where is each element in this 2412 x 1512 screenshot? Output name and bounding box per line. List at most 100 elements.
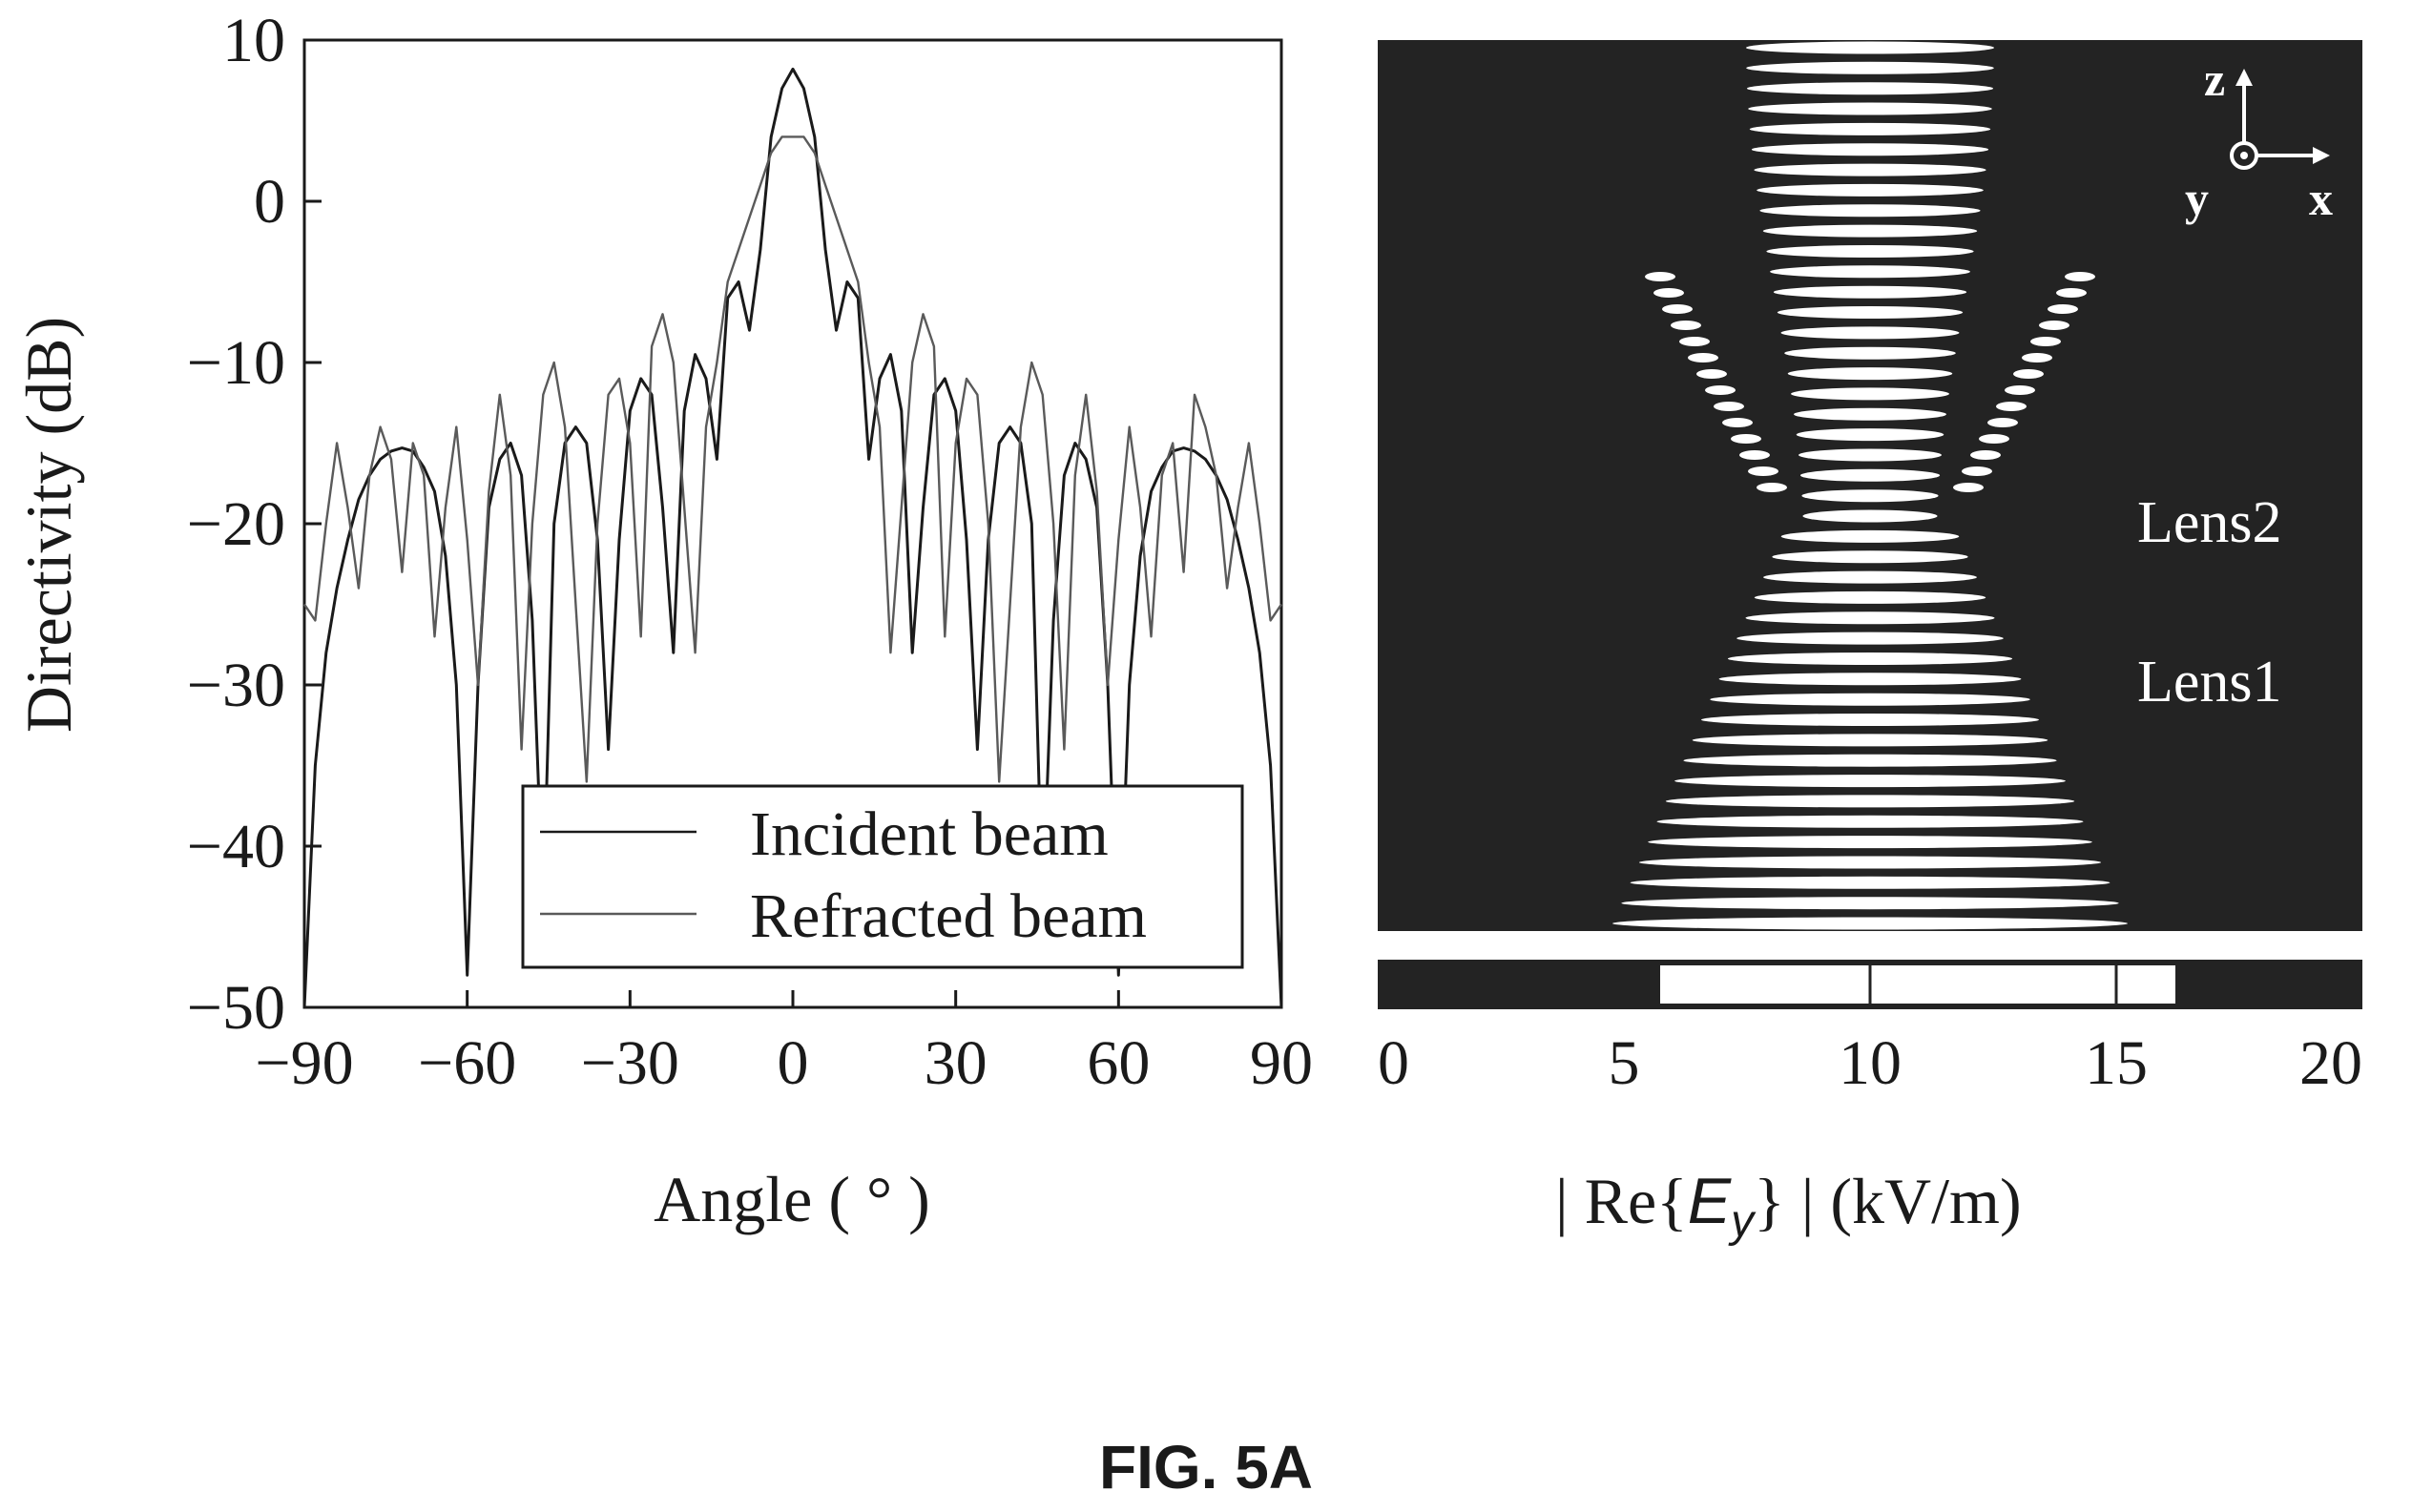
field-fringe [1794,407,1946,421]
side-lobe [1705,385,1736,395]
axis-x-label: x [2309,172,2333,225]
field-fringe [1701,714,2039,726]
field-fringe [1780,529,1960,543]
y-tick-label: −10 [187,328,285,398]
field-fringe [1759,204,1981,217]
side-lobe [2013,369,2044,379]
field-fringe [1621,897,2119,910]
colorbar-tick-label: 5 [1609,1028,1640,1098]
legend-label-refracted: Refracted beam [750,881,1147,951]
side-lobe [2022,353,2052,362]
side-lobe [1645,272,1675,281]
field-fringe [1773,285,1967,299]
field-fringes [1612,41,2128,930]
field-fringe [1710,693,2030,706]
side-lobe [1662,304,1693,314]
field-fringe [1612,917,2128,930]
field-fringe [1683,754,2057,767]
side-lobe [1953,483,1984,492]
field-fringe [1638,856,2102,869]
field-fringe [1747,82,1993,95]
side-lobe [1714,402,1744,411]
field-fringe [1718,673,2022,686]
y-tick-label: −50 [187,973,285,1043]
x-tick-labels: −90 −60 −30 0 30 60 90 [255,1028,1313,1098]
side-lobe [2048,304,2078,314]
coordinate-axes-icon: z y x [2185,52,2333,225]
legend-box [521,784,1244,969]
field-fringe [1751,143,1989,156]
x-tick-label: −30 [581,1028,679,1098]
side-lobe [1696,369,1727,379]
colorbar-tick-label: 20 [2299,1028,2362,1098]
y-tick-label: 10 [222,6,285,75]
x-axis-label: Angle ( ° ) [654,1163,930,1235]
directivity-chart: 10 0 −10 −20 −30 −40 −50 −90 −60 −30 0 30 60 90 Dire… [12,6,1313,1235]
field-fringe [1674,775,2066,788]
field-fringe [1648,836,2092,849]
legend: Incident beam Refracted beam [521,784,1244,969]
colorbar [1378,960,2362,1009]
y-tick-label: −30 [187,651,285,720]
side-lobe [1671,321,1701,330]
field-map: z y x Lens2 Lens1 0 5 10 15 20 | Re{Ey} | (k… [1378,40,2362,1247]
side-lobe [1722,418,1753,427]
field-fringe [1665,795,2075,808]
side-lobe [2030,337,2061,346]
field-fringe [1787,367,1953,381]
side-lobe [1731,434,1761,444]
side-lobe [1996,402,2027,411]
figure-label: FIG. 5A [1099,1433,1313,1502]
y-tick-labels: 10 0 −10 −20 −30 −40 −50 [187,6,285,1043]
colorbar-bright [1660,965,2175,1004]
field-fringe [1780,326,1960,340]
field-fringe [1762,224,1978,238]
side-lobe [2005,385,2035,395]
annotation-lens1: Lens1 [2137,650,2282,715]
colorbar-tick-label: 0 [1378,1028,1409,1098]
x-tick-label: −90 [255,1028,353,1098]
legend-label-incident: Incident beam [750,799,1109,869]
field-fringe [1777,306,1964,319]
field-fringe [1745,611,1995,625]
side-lobe [1688,353,1718,362]
side-lobe [2065,272,2095,281]
field-fringe [1770,265,1970,279]
field-fringe [1736,632,2004,645]
side-lobe [1979,434,2009,444]
field-fringe [1802,509,1938,523]
side-lobe [1653,288,1684,298]
field-fringe [1754,590,1986,604]
x-tick-label: 0 [778,1028,809,1098]
side-lobe [1962,466,1992,476]
x-tick-label: 30 [925,1028,988,1098]
y-tick-label: 0 [254,167,285,237]
field-fringe [1746,41,1994,54]
side-lobe [1987,418,2018,427]
side-lobe [1679,337,1710,346]
side-lobe [2056,288,2087,298]
field-fringe [1727,652,2013,665]
side-lobe [1970,450,2001,460]
y-tick-label: −40 [187,812,285,881]
series-line-refracted [303,135,1282,783]
field-fringe [1784,346,1956,360]
series-lines [302,67,1283,1008]
axis-y-label: y [2185,172,2209,225]
field-fringe [1799,448,1942,462]
x-tick-label: 60 [1087,1028,1150,1098]
side-lobe [1748,466,1778,476]
y-tick-label: −20 [187,489,285,559]
x-tick-label: −60 [418,1028,516,1098]
x-tick-label: 90 [1250,1028,1313,1098]
field-fringe [1791,387,1949,401]
field-fringe [1757,183,1984,197]
field-fringe [1749,122,1991,135]
field-fringe [1748,102,1992,115]
side-lobe [1739,450,1770,460]
colorbar-label: | Re{Ey} | (kV/m) [1555,1165,2022,1247]
field-fringe [1799,468,1941,482]
colorbar-tick-labels: 0 5 10 15 20 [1378,1028,2362,1098]
field-fringe [1630,876,2110,889]
